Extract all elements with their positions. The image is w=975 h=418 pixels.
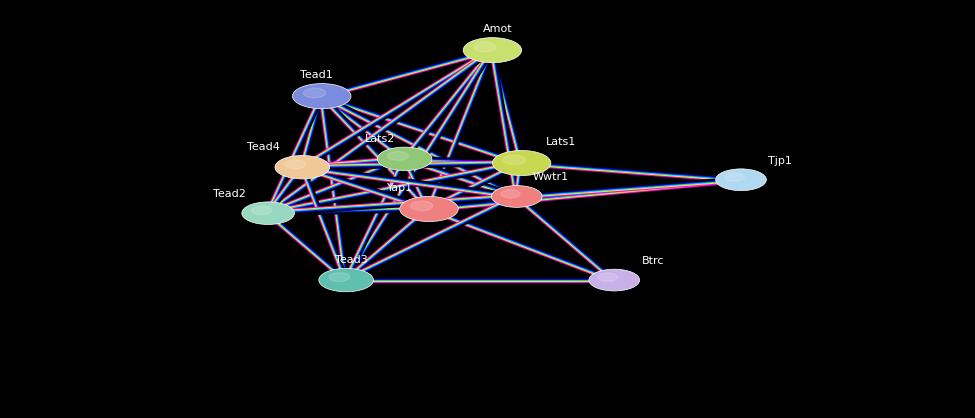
Circle shape — [501, 190, 520, 198]
Circle shape — [463, 38, 522, 63]
Circle shape — [303, 88, 326, 98]
Text: Tead3: Tead3 — [334, 255, 368, 265]
Circle shape — [716, 169, 766, 191]
Text: Lats1: Lats1 — [545, 137, 576, 147]
Text: Amot: Amot — [483, 24, 512, 34]
Circle shape — [275, 155, 330, 179]
Circle shape — [491, 186, 542, 207]
Text: Tead4: Tead4 — [247, 142, 280, 152]
Circle shape — [589, 269, 640, 291]
Text: Tjp1: Tjp1 — [768, 155, 792, 166]
Circle shape — [319, 268, 373, 292]
Circle shape — [285, 160, 306, 169]
Text: Wwtr1: Wwtr1 — [532, 172, 569, 182]
Text: Btrc: Btrc — [642, 256, 665, 266]
Circle shape — [387, 151, 409, 161]
Text: Yap1: Yap1 — [387, 183, 412, 193]
Circle shape — [292, 84, 351, 109]
Circle shape — [242, 202, 294, 224]
Circle shape — [400, 196, 458, 222]
Circle shape — [474, 42, 496, 52]
Text: Tead2: Tead2 — [213, 189, 246, 199]
Circle shape — [725, 173, 744, 181]
Text: Tead1: Tead1 — [300, 70, 333, 80]
Text: Lats2: Lats2 — [365, 134, 396, 144]
Circle shape — [377, 147, 432, 171]
Circle shape — [492, 150, 551, 176]
Circle shape — [329, 273, 350, 282]
Circle shape — [503, 155, 526, 165]
Circle shape — [252, 206, 272, 215]
Circle shape — [410, 201, 433, 211]
Circle shape — [599, 273, 617, 281]
